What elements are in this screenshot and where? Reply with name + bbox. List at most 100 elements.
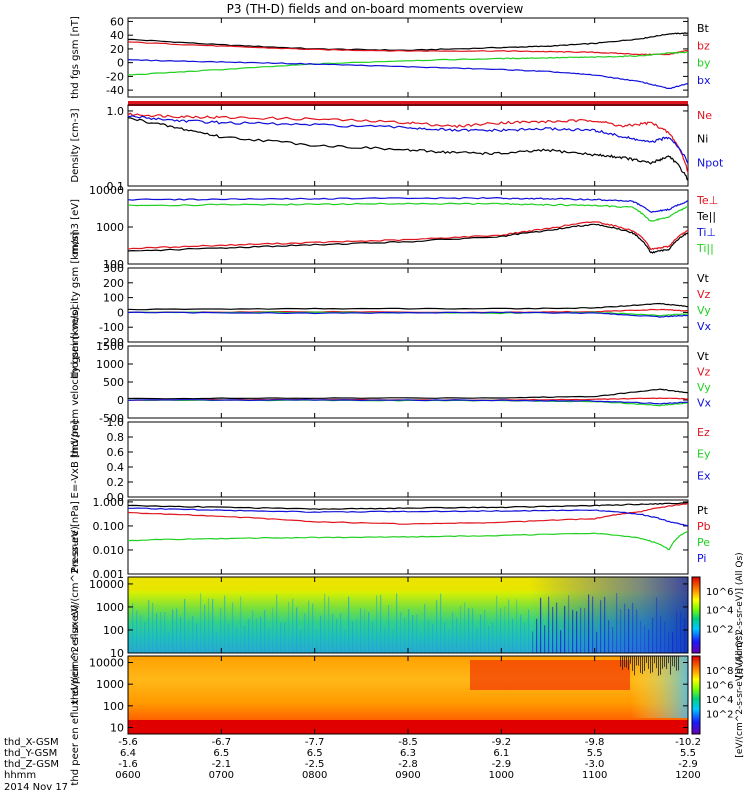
ephemeris-value: -9.8 (585, 737, 605, 748)
y-tick-label: 100 (103, 292, 124, 305)
spectrogram-streak (232, 602, 234, 653)
spectrogram-streak (288, 601, 290, 653)
spectrogram-streak (388, 605, 390, 653)
spectrogram-streak (216, 631, 218, 653)
ephemeris-value: -1.6 (118, 759, 138, 770)
colorbar (691, 576, 701, 654)
spectrogram-streak (316, 629, 318, 653)
ephemeris-label: thd_X-GSM (4, 737, 59, 748)
series-line-Ti⊥ (127, 196, 689, 214)
spectrogram-streak (632, 656, 633, 671)
y-tick-label: 1000 (96, 358, 124, 371)
spectrogram-streak (480, 614, 482, 653)
colorbar-title: [eV/(cm^2-s-sr-eV)] (All Qs) (735, 552, 745, 677)
colorbar-label: 10^6 (706, 587, 733, 598)
spectrogram-streak (444, 622, 446, 653)
figure-title: P3 (TH-D) fields and on-board moments ov… (227, 2, 524, 16)
series-line-Pe (127, 530, 689, 551)
colorbar-label: 10^8 (706, 666, 733, 677)
spectrogram-streak (144, 622, 146, 653)
spectrogram-streak (666, 656, 667, 669)
panel-9: 10000 1000 100 10 thd peer en eflux eV/(cm^2… (70, 604, 745, 785)
legend-Pi: Pi (697, 552, 706, 565)
panel-7: 1.000 0.100 0.010 0.001 Pressure [nPa] Pt Pb Pe… (70, 496, 711, 581)
spectrogram-streak (436, 600, 438, 653)
series-line-Pi (128, 507, 689, 527)
legend-Ti⊥: Ti⊥ (696, 226, 716, 239)
spectrogram-streak (642, 656, 643, 674)
ephemeris-value: 6.1 (493, 748, 509, 759)
y-axis-label: thd peer en eflux eV/(cm^2-s-sr-eV) (70, 604, 81, 785)
spectrogram-streak (524, 622, 526, 653)
spectrogram-streak (128, 625, 130, 653)
spectrogram-band (470, 660, 630, 690)
spectrogram-streak (678, 656, 679, 671)
legend-bx: bx (697, 74, 711, 87)
y-tick-label: 10000 (89, 184, 124, 197)
spectrogram-streak (296, 607, 298, 653)
ephemeris-label: thd_Z-GSM (4, 759, 59, 770)
spectrogram-streak (384, 627, 386, 653)
ephemeris-value: 1200 (675, 770, 700, 781)
spectrogram-streak (140, 614, 142, 653)
y-tick-label: 10 (110, 647, 124, 660)
spectrogram-streak (360, 608, 362, 653)
spectrogram-streak (408, 609, 410, 653)
legend-Pt: Pt (697, 504, 709, 517)
panel-frame (127, 421, 689, 498)
spectrogram-streak (476, 627, 478, 653)
spectrogram-streak (654, 656, 655, 664)
spectrogram-streak (464, 602, 466, 653)
series-line-Pb (127, 503, 689, 525)
spectrogram-streak (488, 626, 490, 653)
y-tick-label: 0.6 (107, 446, 125, 459)
y-tick-label: 20 (110, 43, 124, 56)
ephemeris-value: -7.7 (305, 737, 325, 748)
colorbar (691, 655, 701, 735)
spectrogram-streak (368, 612, 370, 653)
spectrogram-streak (652, 656, 653, 673)
density-top-band (128, 101, 688, 106)
spectrogram-streak (628, 656, 629, 670)
colorbar-label: 10^4 (706, 695, 733, 706)
spectrogram-streak (412, 615, 414, 653)
y-axis-label: E=-VxB [mV/m] (70, 420, 81, 498)
spectrogram-streak (164, 612, 166, 653)
y-axis-label: mom3 [eV] (70, 199, 81, 255)
y-tick-label: -500 (99, 412, 124, 425)
spectrogram-streak (644, 656, 645, 671)
spectrogram-streak (452, 611, 454, 653)
series-line-Bt (127, 32, 689, 51)
y-tick-label: 0 (117, 306, 124, 319)
series-line-Vz (128, 308, 689, 314)
spectrogram-streak (404, 617, 406, 653)
spectrogram-streak (272, 607, 274, 653)
spectrogram-streak (176, 608, 178, 653)
y-tick-label: 1.0 (107, 416, 125, 429)
spectrogram-streak (648, 656, 649, 669)
spectrogram-streak (668, 656, 669, 664)
panel-frame (127, 345, 689, 419)
ephemeris-value: -10.2 (675, 737, 701, 748)
ephemeris-value: 1100 (582, 770, 607, 781)
colorbar-label: 10^6 (706, 681, 733, 692)
spectrogram-streak (156, 612, 158, 653)
spectrogram-streak (670, 656, 671, 675)
series-line-Ti|| (127, 202, 688, 222)
y-tick-label: 1.0 (107, 105, 125, 118)
spectrogram-streak (620, 656, 621, 667)
time-axis: thd_X-GSM -5.6 -6.7 -7.7 -8.5 -9.2 -9.8 -10.2 th… (4, 737, 701, 793)
legend-Vz: Vz (697, 288, 711, 301)
spectrogram-streak (248, 619, 250, 653)
spectrogram-streak (208, 598, 210, 653)
y-tick-label: 60 (110, 15, 124, 28)
panel-frame (127, 267, 689, 343)
ephemeris-value: 0800 (302, 770, 327, 781)
panel-frame (127, 104, 689, 187)
spectrogram-streak (674, 656, 675, 667)
legend-Te⊥: Te⊥ (696, 194, 718, 207)
spectrogram-streak (420, 632, 422, 653)
ephemeris-value: -3.0 (585, 759, 605, 770)
spectrogram-streak (184, 599, 186, 653)
